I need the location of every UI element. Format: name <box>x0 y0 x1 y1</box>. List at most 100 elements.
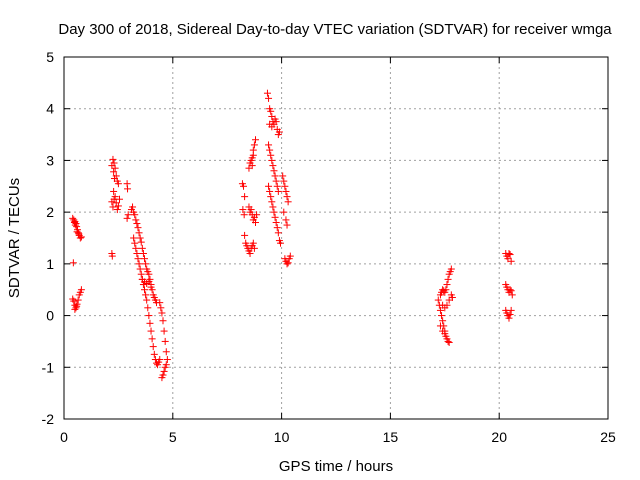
data-point <box>136 265 144 273</box>
data-point <box>73 302 81 310</box>
data-point <box>132 216 140 224</box>
data-point <box>434 296 442 304</box>
data-point <box>270 208 278 216</box>
x-axis-ticks: 0 5 10 15 20 25 <box>60 57 616 445</box>
data-point <box>281 182 289 190</box>
data-point <box>110 187 118 195</box>
data-point <box>129 203 137 211</box>
data-point <box>274 229 282 237</box>
data-point <box>72 304 80 312</box>
data-point <box>145 277 153 285</box>
data-point <box>248 162 256 170</box>
data-point <box>240 182 248 190</box>
data-point <box>142 260 150 268</box>
data-point <box>249 239 257 247</box>
data-point <box>156 356 164 364</box>
data-point <box>134 224 142 232</box>
data-point <box>506 251 514 259</box>
data-point <box>265 141 273 149</box>
y-tick-label: 5 <box>46 49 54 65</box>
y-tick-label: -2 <box>42 411 55 427</box>
data-point <box>280 208 288 216</box>
data-point <box>507 287 515 295</box>
chart-title: Day 300 of 2018, Sidereal Day-to-day VTE… <box>58 21 612 38</box>
data-point <box>111 164 119 172</box>
data-point <box>283 260 291 268</box>
data-point <box>147 283 155 291</box>
data-point <box>146 319 154 327</box>
data-point <box>158 309 166 317</box>
data-point <box>110 175 118 183</box>
data-point <box>75 230 83 238</box>
data-point <box>156 299 164 307</box>
data-point <box>250 244 258 252</box>
plot-frame <box>63 56 609 420</box>
data-point <box>253 211 261 219</box>
data-point <box>249 151 257 159</box>
y-axis-label: SDTVAR / TECUs <box>6 178 23 298</box>
data-point <box>135 229 143 237</box>
data-point <box>131 239 139 247</box>
data-point <box>267 107 275 115</box>
data-point <box>436 306 444 314</box>
data-point <box>272 118 280 126</box>
data-point <box>250 141 258 149</box>
data-point <box>241 193 249 201</box>
data-point <box>273 182 281 190</box>
data-point <box>439 317 447 325</box>
data-point <box>271 172 279 180</box>
data-point <box>70 297 78 305</box>
data-point <box>277 239 285 247</box>
data-point <box>251 218 259 226</box>
data-point <box>109 155 117 163</box>
data-point <box>132 244 140 252</box>
data-point <box>157 304 165 312</box>
data-point <box>141 255 149 263</box>
data-point <box>441 330 449 338</box>
data-point <box>284 198 292 206</box>
data-point <box>141 286 149 294</box>
data-point <box>110 159 118 167</box>
data-point <box>506 286 514 294</box>
data-point <box>72 220 80 228</box>
data-point <box>267 193 275 201</box>
x-tick-label: 0 <box>60 429 68 445</box>
data-point <box>76 234 84 242</box>
data-point <box>283 221 291 229</box>
data-point <box>136 234 144 242</box>
data-point <box>144 304 152 312</box>
data-point <box>137 238 145 246</box>
data-point <box>284 259 292 267</box>
data-point <box>505 314 513 322</box>
data-point <box>265 182 273 190</box>
data-point <box>162 361 170 369</box>
grid <box>64 57 608 419</box>
data-point <box>283 193 291 201</box>
data-point <box>442 286 450 294</box>
x-axis-label: GPS time / hours <box>279 458 393 475</box>
data-point <box>436 322 444 330</box>
data-point <box>147 327 155 335</box>
data-point <box>148 335 156 343</box>
y-tick-label: 1 <box>46 256 54 272</box>
data-point <box>137 270 145 278</box>
data-point <box>124 211 132 219</box>
data-point <box>273 224 281 232</box>
data-point <box>114 202 122 210</box>
data-point <box>145 270 153 278</box>
data-point <box>269 162 277 170</box>
data-point <box>507 257 515 265</box>
x-tick-label: 15 <box>383 429 399 445</box>
data-point <box>239 206 247 214</box>
x-tick-label: 5 <box>169 429 177 445</box>
data-point <box>279 172 287 180</box>
data-point <box>113 206 121 214</box>
data-point <box>268 156 276 164</box>
y-tick-label: -1 <box>42 359 55 375</box>
data-point <box>274 187 282 195</box>
data-point <box>272 177 280 185</box>
data-point <box>282 216 290 224</box>
data-point <box>161 337 169 345</box>
data-point <box>159 317 167 325</box>
